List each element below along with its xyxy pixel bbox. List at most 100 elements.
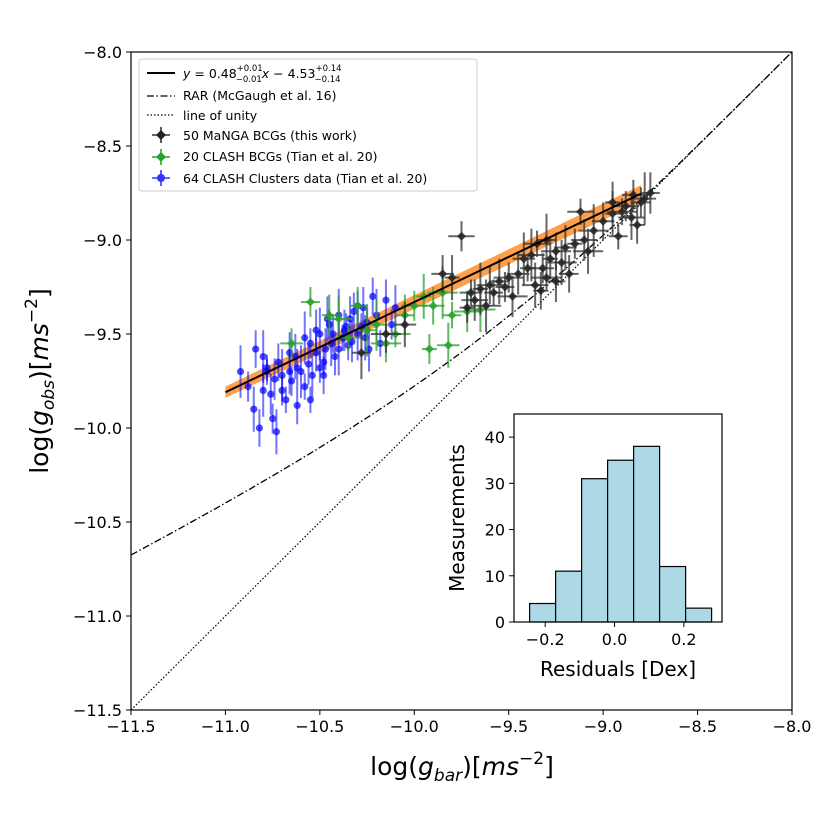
data-point bbox=[244, 383, 252, 391]
data-point bbox=[270, 375, 279, 383]
x-tick-label: −9.0 bbox=[584, 717, 623, 736]
data-point bbox=[541, 273, 551, 283]
data-point bbox=[335, 345, 343, 353]
data-point bbox=[475, 284, 485, 294]
inset-y-tick-label: 40 bbox=[485, 428, 505, 447]
data-point bbox=[507, 291, 517, 301]
data-point bbox=[613, 231, 623, 241]
data-point bbox=[331, 352, 339, 361]
data-point bbox=[259, 352, 267, 361]
data-point bbox=[481, 301, 491, 311]
histogram-bar bbox=[528, 602, 557, 623]
x-tick-label: −10.0 bbox=[390, 717, 439, 736]
legend-clash-bcg-label: 20 CLASH BCGs (Tian et al. 20) bbox=[183, 149, 378, 164]
data-point bbox=[400, 320, 410, 330]
legend-clash-clusters-label: 64 CLASH Clusters data (Tian et al. 20) bbox=[183, 171, 427, 186]
inset-y-tick-label: 0 bbox=[495, 613, 505, 632]
y-tick-label: −11.0 bbox=[73, 607, 122, 626]
y-axis-title: log(gobs)[ms−2] bbox=[22, 288, 59, 474]
legend-fit-label: y = 0.48+0.01 −0.01x − 4.53+0.14 −0.14 bbox=[182, 64, 342, 85]
data-point bbox=[354, 330, 362, 338]
rar-curve bbox=[130, 51, 793, 556]
y-axis: −11.5 −11.0 −10.5 −10.0 −9.5 −9.0 −8.5 −8.0 bbox=[73, 43, 131, 720]
data-point bbox=[382, 296, 390, 304]
legend-clash-bcg-marker bbox=[156, 152, 166, 162]
data-point bbox=[259, 386, 267, 394]
inset-x-tick-label: 0.2 bbox=[671, 630, 696, 649]
series-2 bbox=[236, 277, 399, 455]
data-point bbox=[447, 310, 457, 320]
y-tick-label: −8.0 bbox=[83, 43, 122, 62]
data-point bbox=[304, 360, 313, 368]
rar-curve-path bbox=[130, 51, 793, 556]
y-tick-label: −9.0 bbox=[83, 231, 122, 250]
data-point bbox=[321, 345, 330, 353]
data-point bbox=[579, 235, 589, 245]
data-point bbox=[500, 282, 510, 292]
data-point bbox=[282, 396, 290, 404]
x-tick-label: −8.0 bbox=[773, 717, 812, 736]
data-point bbox=[438, 269, 448, 279]
data-point bbox=[353, 301, 363, 311]
y-tick-label: −8.5 bbox=[83, 137, 122, 156]
legend-rar-label: RAR (McGaugh et al. 16) bbox=[183, 88, 336, 103]
data-point bbox=[428, 301, 438, 311]
data-point bbox=[286, 368, 294, 376]
histogram-bar bbox=[632, 445, 661, 623]
inset-y-tick-label: 20 bbox=[485, 521, 505, 540]
data-point bbox=[519, 254, 529, 264]
legend-manga-label: 50 MaNGA BCGs (this work) bbox=[183, 128, 357, 143]
data-point bbox=[305, 297, 315, 307]
inset-x-tick-label: −0.2 bbox=[526, 630, 565, 649]
legend-clash-clusters-marker bbox=[157, 174, 165, 182]
data-point bbox=[485, 280, 495, 290]
data-point bbox=[306, 339, 315, 347]
data-point bbox=[334, 314, 344, 324]
legend-manga-marker bbox=[156, 130, 166, 140]
histogram-bar bbox=[554, 570, 583, 623]
x-tick-label: −8.5 bbox=[678, 717, 717, 736]
data-point bbox=[255, 424, 264, 432]
inset-y-title: Measurements bbox=[445, 444, 469, 592]
data-point bbox=[626, 212, 636, 222]
data-point bbox=[551, 276, 561, 286]
data-point bbox=[466, 288, 476, 298]
histogram-bar bbox=[606, 459, 635, 623]
legend-entry-rar: RAR (McGaugh et al. 16) bbox=[147, 88, 336, 103]
data-point bbox=[598, 216, 608, 226]
data-point bbox=[608, 197, 618, 207]
data-point bbox=[362, 325, 372, 335]
data-point bbox=[369, 292, 377, 300]
data-point bbox=[381, 329, 391, 339]
y-tick-label: −9.5 bbox=[83, 325, 122, 344]
x-tick-label: −11.5 bbox=[106, 717, 155, 736]
legend: y = 0.48+0.01 −0.01x − 4.53+0.14 −0.14 RAR… bbox=[138, 58, 478, 192]
data-point bbox=[293, 401, 301, 410]
data-point bbox=[372, 320, 382, 330]
histogram-bar bbox=[684, 607, 713, 623]
data-point bbox=[645, 188, 655, 198]
data-point bbox=[356, 348, 366, 358]
data-point bbox=[557, 258, 567, 268]
data-point bbox=[350, 307, 358, 316]
data-point bbox=[560, 243, 570, 253]
data-point bbox=[457, 231, 466, 241]
data-point bbox=[523, 263, 533, 273]
histogram-bar bbox=[658, 565, 687, 623]
data-point bbox=[252, 345, 260, 353]
data-point bbox=[272, 428, 281, 436]
data-point bbox=[274, 358, 282, 366]
legend-entry-manga: 50 MaNGA BCGs (this work) bbox=[152, 127, 357, 143]
data-point bbox=[470, 295, 480, 305]
inset-histogram: −0.2 0.0 0.2 0 10 20 30 40 Residuals [Dex] Mea… bbox=[445, 413, 723, 681]
inset-frame bbox=[513, 413, 723, 623]
data-point bbox=[301, 383, 309, 391]
data-point bbox=[316, 364, 324, 372]
data-point bbox=[278, 386, 286, 394]
data-point bbox=[306, 396, 315, 404]
data-point bbox=[504, 273, 514, 283]
data-point bbox=[293, 364, 301, 372]
data-point bbox=[589, 226, 599, 236]
data-point bbox=[443, 340, 453, 350]
